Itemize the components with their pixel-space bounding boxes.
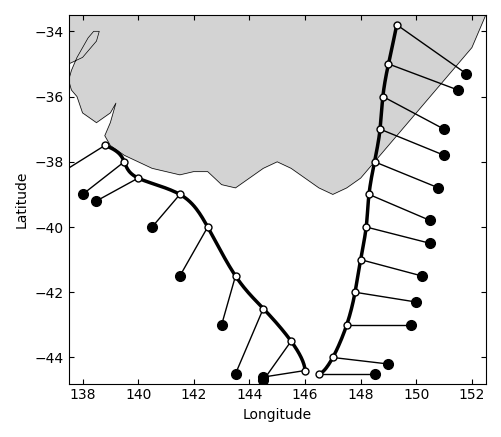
Polygon shape	[69, 15, 486, 194]
X-axis label: Longitude: Longitude	[242, 408, 312, 422]
Y-axis label: Latitude: Latitude	[15, 170, 29, 228]
